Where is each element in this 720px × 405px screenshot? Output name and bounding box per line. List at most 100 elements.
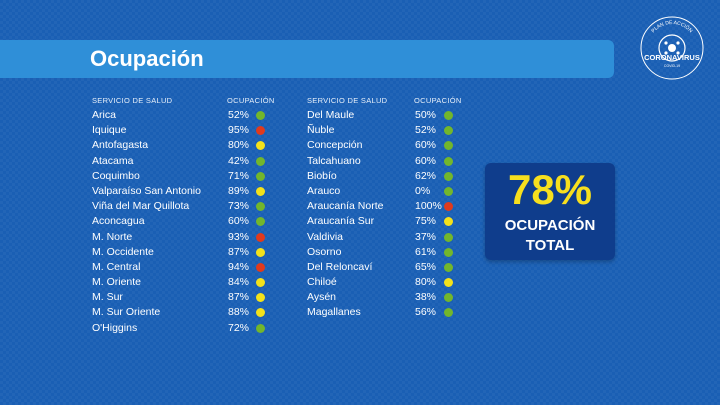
service-name: O'Higgins xyxy=(92,321,138,334)
table-row: Antofagasta 80% xyxy=(92,138,272,153)
service-name: Arauco xyxy=(307,184,341,197)
occupancy-value: 71% xyxy=(228,169,250,182)
occupancy-value: 42% xyxy=(228,154,250,167)
status-dot-icon xyxy=(444,278,453,288)
table-row: Del Maule 50% xyxy=(307,108,467,123)
table-row: Coquimbo 71% xyxy=(92,169,272,184)
service-name: Antofagasta xyxy=(92,139,149,152)
table-row: Magallanes 56% xyxy=(307,305,467,320)
service-name: Valdivia xyxy=(307,230,343,243)
service-name: Valparaíso San Antonio xyxy=(92,184,201,197)
service-name: Araucanía Norte xyxy=(307,200,384,213)
table-row: Biobío 62% xyxy=(307,169,467,184)
status-dot-icon xyxy=(256,247,265,257)
status-dot-icon xyxy=(444,247,453,257)
table-row: O'Higgins 72% xyxy=(92,321,272,336)
status-dot-icon xyxy=(444,126,453,136)
table-row: M. Occidente 87% xyxy=(92,245,272,260)
service-name: M. Occidente xyxy=(92,245,154,258)
table-row: Talcahuano 60% xyxy=(307,154,467,169)
occupancy-value: 95% xyxy=(228,124,250,137)
svg-text:CORONAVIRUS: CORONAVIRUS xyxy=(644,53,700,62)
service-name: Aysén xyxy=(307,291,336,304)
service-name: Talcahuano xyxy=(307,154,361,167)
occupancy-value: 50% xyxy=(415,109,437,121)
header-occupancy: OCUPACIÓN xyxy=(414,96,462,105)
table-row: Viña del Mar Quillota 73% xyxy=(92,199,272,214)
occupancy-value: 37% xyxy=(415,230,437,243)
coronavirus-logo: PLAN DE ACCIÓN CORONAVIRUS COVID-19 xyxy=(640,16,704,80)
occupancy-value: 87% xyxy=(228,291,250,304)
status-dot-icon xyxy=(256,202,265,212)
table-row: Arica 52% xyxy=(92,108,272,123)
table-row: M. Central 94% xyxy=(92,260,272,275)
table-header: SERVICIO DE SALUD OCUPACIÓN xyxy=(307,94,467,108)
total-label-line2: TOTAL xyxy=(525,237,575,254)
occupancy-value: 80% xyxy=(415,276,437,289)
status-dot-icon xyxy=(256,323,265,333)
service-name: Arica xyxy=(92,109,116,121)
service-name: M. Sur xyxy=(92,291,123,304)
table-row: Atacama 42% xyxy=(92,154,272,169)
service-name: Ñuble xyxy=(307,124,335,137)
occupancy-value: 93% xyxy=(228,230,250,243)
occupancy-value: 72% xyxy=(228,321,250,334)
status-dot-icon xyxy=(256,293,265,303)
table-row: Iquique 95% xyxy=(92,123,272,138)
total-label-line1: OCUPACIÓN xyxy=(504,217,596,234)
service-name: M. Central xyxy=(92,260,141,273)
status-dot-icon xyxy=(444,262,453,272)
service-name: Concepción xyxy=(307,139,363,152)
left-table: SERVICIO DE SALUD OCUPACIÓN Arica 52% Iqui… xyxy=(92,94,274,336)
occupancy-value: 89% xyxy=(228,184,250,197)
svg-text:PLAN DE ACCIÓN: PLAN DE ACCIÓN xyxy=(651,20,694,34)
occupancy-value: 56% xyxy=(415,306,437,319)
header-service: SERVICIO DE SALUD xyxy=(307,96,388,105)
table-row: Araucanía Sur 75% xyxy=(307,214,467,229)
table-row: Chiloé 80% xyxy=(307,275,467,290)
service-name: Araucanía Sur xyxy=(307,215,375,228)
occupancy-value: 52% xyxy=(415,124,437,137)
occupancy-value: 88% xyxy=(228,306,250,319)
status-dot-icon xyxy=(256,186,265,196)
status-dot-icon xyxy=(256,126,265,136)
right-table: SERVICIO DE SALUD OCUPACIÓN Del Maule 50%… xyxy=(307,94,467,321)
service-name: Osorno xyxy=(307,245,342,258)
table-row: Osorno 61% xyxy=(307,245,467,260)
occupancy-value: 62% xyxy=(415,169,437,182)
status-dot-icon xyxy=(256,217,265,227)
service-name: Del Reloncaví xyxy=(307,260,373,273)
table-header: SERVICIO DE SALUD OCUPACIÓN xyxy=(92,94,274,108)
occupancy-value: 60% xyxy=(415,154,437,167)
svg-text:COVID-19: COVID-19 xyxy=(664,64,680,68)
service-name: M. Sur Oriente xyxy=(92,306,161,319)
service-name: Aconcagua xyxy=(92,215,145,228)
table-row: M. Sur Oriente 88% xyxy=(92,305,272,320)
occupancy-value: 65% xyxy=(415,260,437,273)
occupancy-value: 38% xyxy=(415,291,437,304)
total-value: 78% xyxy=(507,166,593,213)
title-bar: Ocupación xyxy=(0,40,614,78)
service-name: Biobío xyxy=(307,169,337,182)
service-name: Magallanes xyxy=(307,306,361,319)
status-dot-icon xyxy=(444,202,453,212)
service-name: Del Maule xyxy=(307,109,355,121)
status-dot-icon xyxy=(256,111,265,120)
occupancy-value: 52% xyxy=(228,109,250,121)
table-row: Del Reloncaví 65% xyxy=(307,260,467,275)
status-dot-icon xyxy=(256,278,265,288)
occupancy-value: 75% xyxy=(415,215,437,228)
status-dot-icon xyxy=(256,232,265,242)
table-row: M. Oriente 84% xyxy=(92,275,272,290)
occupancy-value: 60% xyxy=(228,215,250,228)
occupancy-value: 84% xyxy=(228,276,250,289)
table-row: Aconcagua 60% xyxy=(92,214,272,229)
table-row: M. Norte 93% xyxy=(92,230,272,245)
service-name: Coquimbo xyxy=(92,169,140,182)
status-dot-icon xyxy=(444,232,453,242)
status-dot-icon xyxy=(256,308,265,318)
status-dot-icon xyxy=(444,217,453,227)
status-dot-icon xyxy=(256,262,265,272)
table-row: Araucanía Norte 100% xyxy=(307,199,467,214)
table-row: Arauco 0% xyxy=(307,184,467,199)
